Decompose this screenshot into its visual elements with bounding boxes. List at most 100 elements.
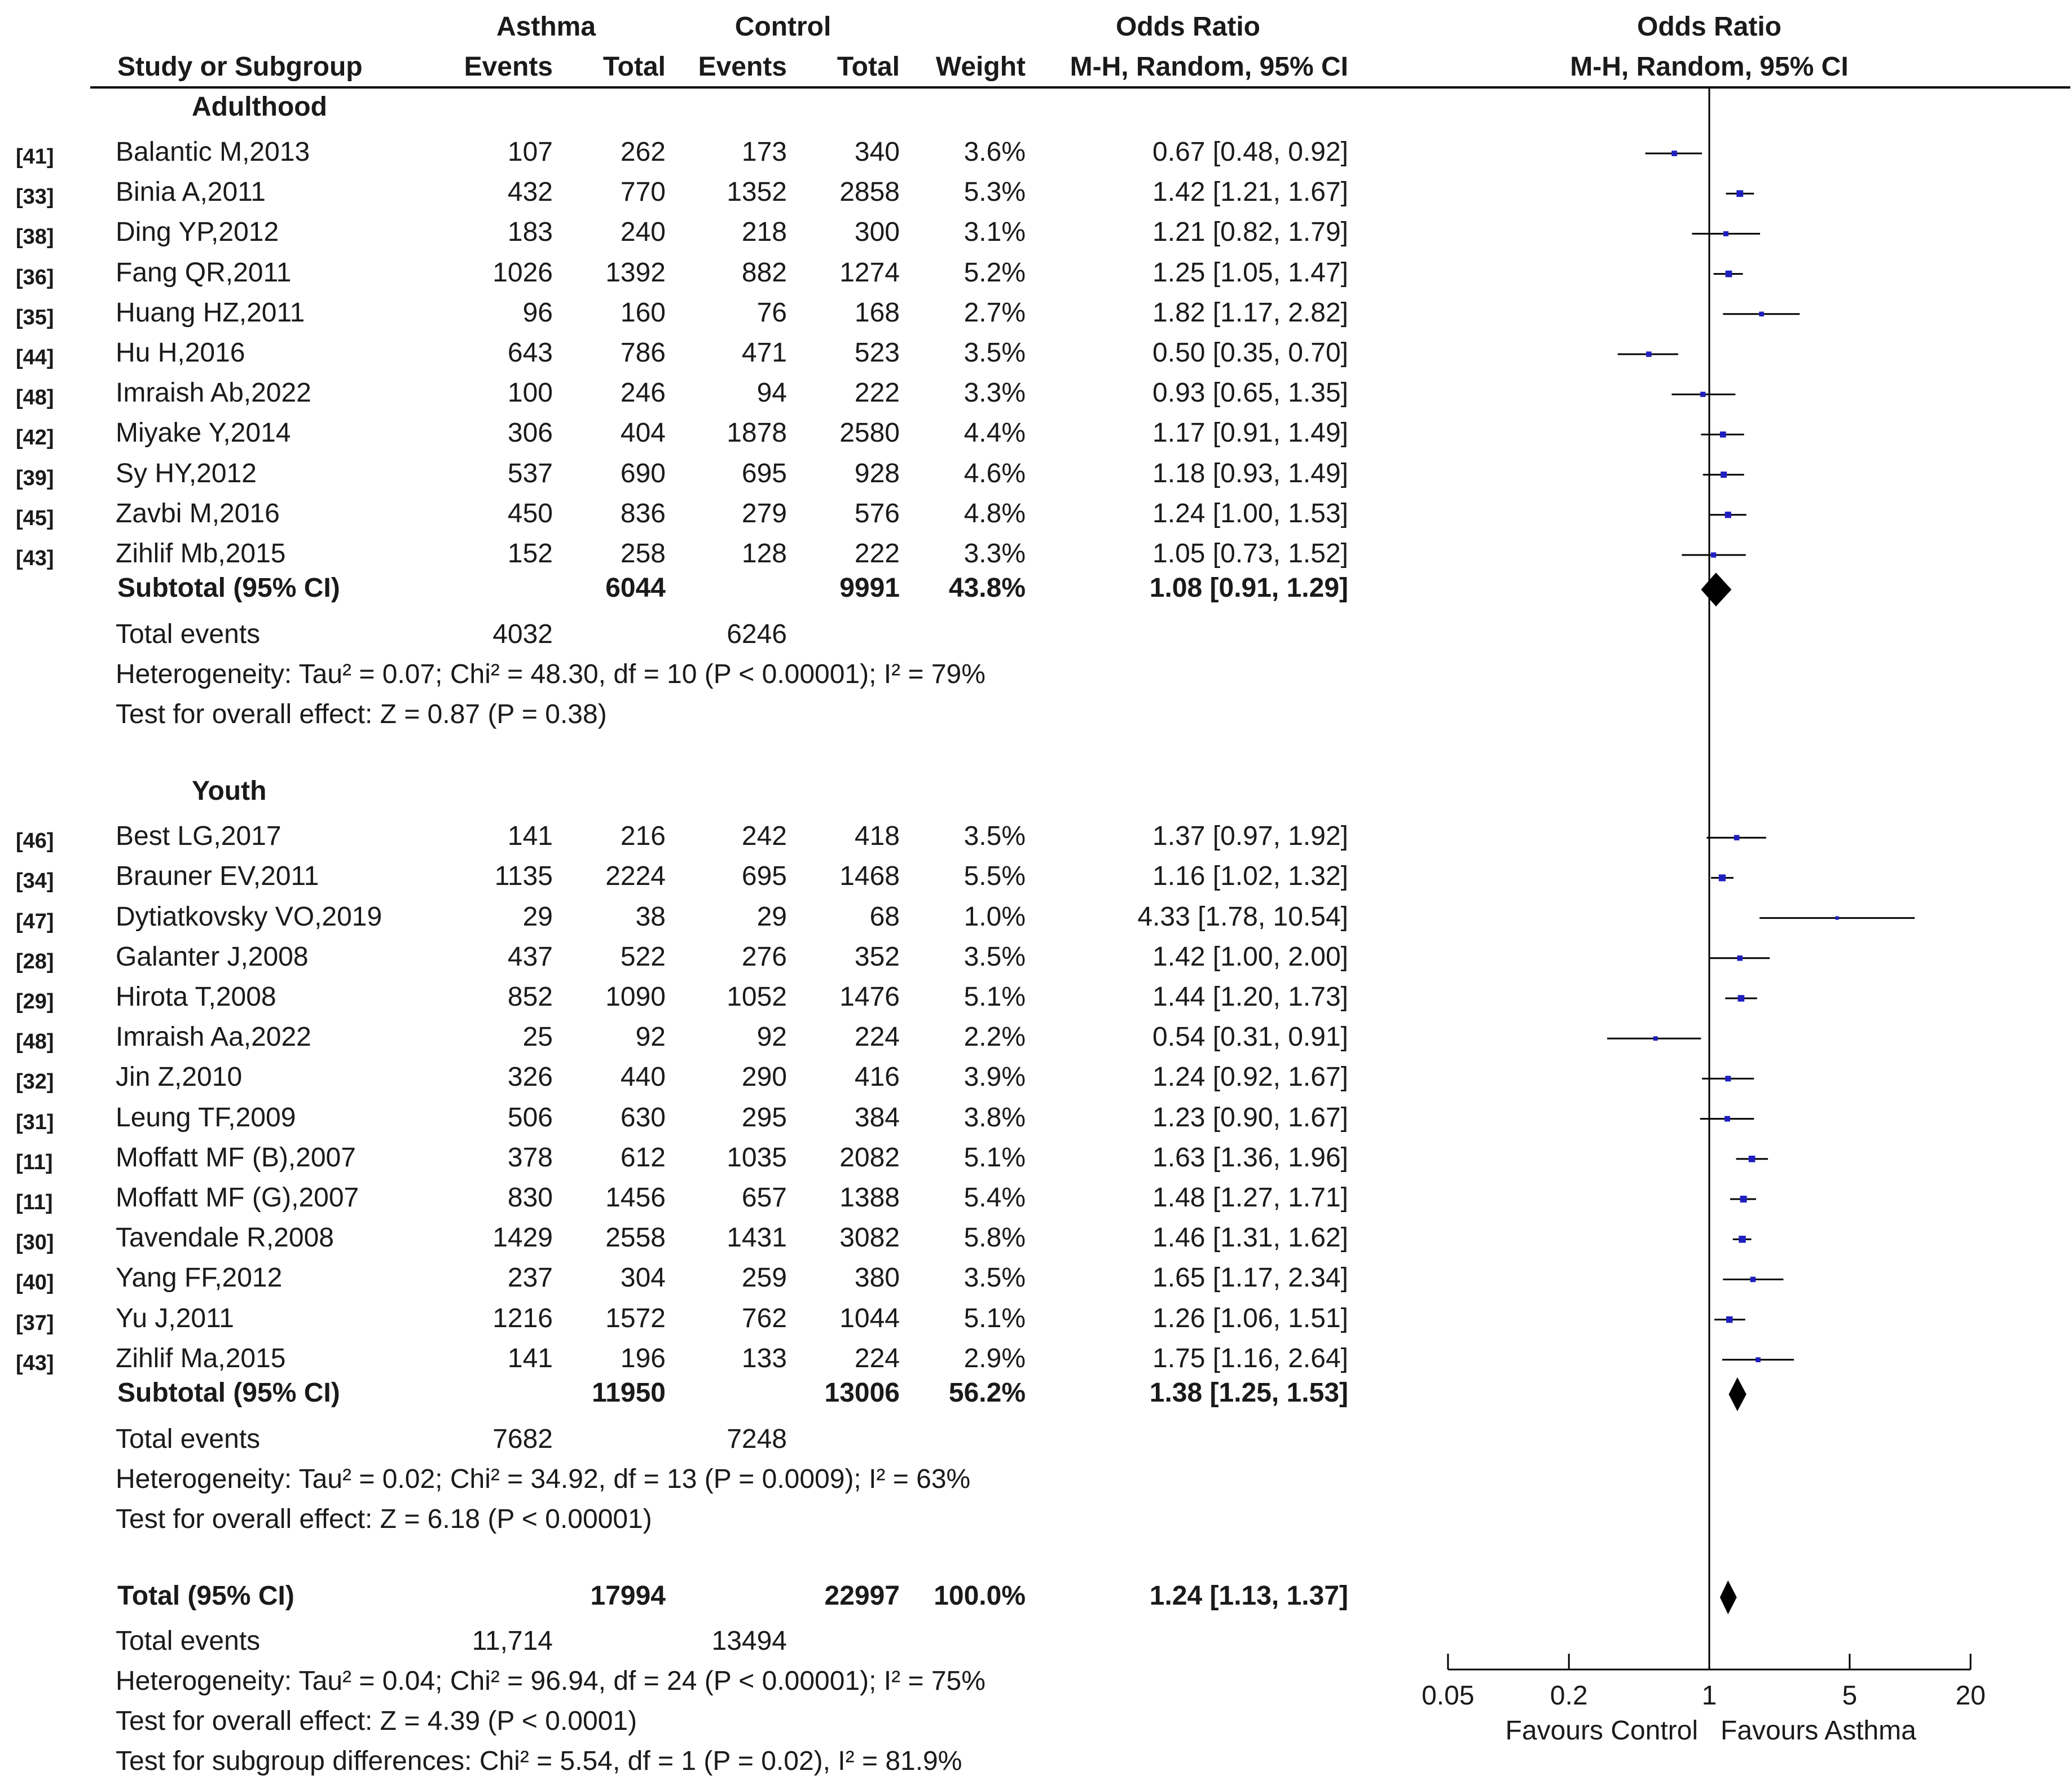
study-point: [1734, 835, 1740, 840]
study-weight: 5.1%: [964, 1142, 1026, 1173]
events-control: 128: [741, 539, 787, 569]
header-events-asthma: Events: [464, 52, 553, 82]
events-control: 94: [756, 378, 787, 408]
total-asthma: 196: [620, 1343, 666, 1373]
odds-ratio-ci: 1.17 [0.91, 1.49]: [1152, 418, 1348, 448]
study-point: [1723, 231, 1728, 236]
study-name: Sy HY,2012: [116, 458, 257, 488]
overall-effect-text: Test for overall effect: Z = 4.39 (P < 0…: [116, 1706, 637, 1736]
events-asthma: 141: [507, 1343, 553, 1373]
x-tick-label: 0.2: [1550, 1681, 1588, 1711]
odds-ratio-ci: 0.54 [0.31, 0.91]: [1152, 1022, 1348, 1052]
study-name: Ding YP,2012: [116, 217, 279, 248]
study-point: [1736, 190, 1744, 197]
study-reference: [46]: [16, 829, 54, 853]
subtotal-ci: 1.08 [0.91, 1.29]: [1149, 573, 1348, 604]
study-weight: 3.5%: [964, 941, 1026, 972]
study-reference: [47]: [16, 909, 54, 933]
odds-ratio-ci: 1.37 [0.97, 1.92]: [1152, 821, 1348, 852]
study-weight: 3.1%: [964, 217, 1026, 248]
events-control: 295: [741, 1102, 787, 1133]
pooled-diamond: [1701, 572, 1732, 607]
total-events-label: Total events: [116, 1424, 261, 1454]
odds-ratio-ci: 1.42 [1.00, 2.00]: [1152, 941, 1348, 972]
header-odds-ratio: Odds Ratio: [1115, 12, 1260, 42]
study-weight: 3.5%: [964, 338, 1026, 368]
odds-ratio-ci: 1.65 [1.17, 2.34]: [1152, 1263, 1348, 1293]
study-reference: [39]: [16, 466, 54, 490]
study-name: Brauner EV,2011: [116, 861, 319, 892]
odds-ratio-ci: 1.42 [1.21, 1.67]: [1152, 177, 1348, 208]
events-control: 1052: [727, 982, 787, 1012]
study-point: [1737, 955, 1743, 961]
events-asthma: 852: [507, 982, 553, 1012]
events-control: 1878: [727, 418, 787, 448]
total-asthma: 786: [620, 338, 666, 368]
odds-ratio-ci: 1.21 [0.82, 1.79]: [1152, 217, 1348, 248]
events-asthma: 1429: [492, 1223, 553, 1253]
total-ci: 1.24 [1.13, 1.37]: [1149, 1581, 1348, 1611]
study-weight: 5.4%: [964, 1183, 1026, 1213]
events-control: 76: [756, 297, 787, 328]
total-events-label: Total events: [116, 619, 261, 650]
odds-ratio-ci: 1.05 [0.73, 1.52]: [1152, 539, 1348, 569]
study-point: [1759, 311, 1764, 317]
events-asthma: 29: [522, 901, 553, 932]
subtotal-label: Subtotal (95% CI): [117, 1378, 340, 1408]
total-control: 2082: [839, 1142, 900, 1173]
odds-ratio-ci: 1.48 [1.27, 1.71]: [1152, 1183, 1348, 1213]
total-control: 224: [854, 1022, 900, 1052]
study-reference: [35]: [16, 305, 54, 329]
study-point: [1718, 874, 1726, 882]
events-asthma: 306: [507, 418, 553, 448]
total-control: 1388: [839, 1183, 900, 1213]
study-point: [1835, 916, 1839, 920]
header-total-asthma: Total: [602, 52, 666, 82]
header-method: M-H, Random, 95% CI: [1070, 52, 1348, 82]
header-method-plot: M-H, Random, 95% CI: [1570, 52, 1849, 82]
events-asthma: 830: [507, 1183, 553, 1213]
total-events-control: 13494: [711, 1626, 787, 1656]
study-weight: 2.7%: [964, 297, 1026, 328]
total-asthma: 246: [620, 378, 666, 408]
total-asthma: 92: [635, 1022, 666, 1052]
total-weight: 100.0%: [934, 1581, 1026, 1611]
study-point: [1737, 995, 1745, 1002]
study-weight: 4.4%: [964, 418, 1026, 448]
study-weight: 2.9%: [964, 1343, 1026, 1373]
odds-ratio-ci: 1.23 [0.90, 1.67]: [1152, 1102, 1348, 1133]
study-weight: 5.1%: [964, 982, 1026, 1012]
study-name: Yang FF,2012: [116, 1263, 283, 1293]
study-reference: [36]: [16, 265, 54, 289]
total-control: 1274: [839, 257, 900, 288]
study-weight: 3.5%: [964, 1263, 1026, 1293]
total-asthma: 38: [635, 901, 666, 932]
events-control: 173: [741, 137, 787, 167]
total-control: 2858: [839, 177, 900, 208]
total-control: 168: [854, 297, 900, 328]
events-control: 276: [741, 941, 787, 972]
odds-ratio-ci: 1.24 [0.92, 1.67]: [1152, 1062, 1348, 1093]
events-asthma: 107: [507, 137, 553, 167]
study-reference: [28]: [16, 949, 54, 974]
header-asthma: Asthma: [496, 12, 596, 42]
total-asthma: 1090: [605, 982, 666, 1012]
study-point: [1726, 1316, 1733, 1323]
overall-effect-text: Test for overall effect: Z = 6.18 (P < 0…: [116, 1504, 652, 1534]
odds-ratio-ci: 1.46 [1.31, 1.62]: [1152, 1223, 1348, 1253]
events-asthma: 1135: [494, 861, 553, 892]
study-point: [1710, 552, 1717, 558]
header-events-control: Events: [698, 52, 787, 82]
study-name: Zavbi M,2016: [116, 498, 280, 528]
events-asthma: 183: [507, 217, 553, 248]
study-point: [1646, 351, 1652, 357]
total-asthma: 612: [620, 1142, 666, 1173]
events-asthma: 237: [507, 1263, 553, 1293]
study-weight: 3.3%: [964, 378, 1026, 408]
total-control: 523: [854, 338, 900, 368]
odds-ratio-ci: 0.67 [0.48, 0.92]: [1152, 137, 1348, 167]
study-weight: 4.8%: [964, 498, 1026, 528]
study-weight: 5.1%: [964, 1303, 1026, 1333]
study-point: [1725, 512, 1731, 518]
odds-ratio-ci: 1.25 [1.05, 1.47]: [1152, 257, 1348, 288]
